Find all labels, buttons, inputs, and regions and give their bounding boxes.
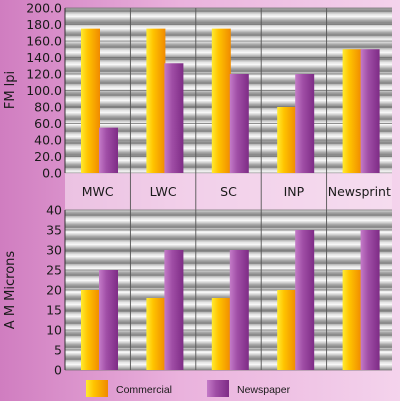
category-label: SC [220,184,237,199]
bar-newspaper-lwc [164,250,184,370]
y-axis-title: FM lpi [3,71,18,109]
bar-commercial-lwc [146,28,166,173]
bar-commercial-inp [277,290,297,370]
y-tick-label: 160.0 [26,34,62,49]
category-label: LWC [150,184,177,199]
bar-commercial-lwc [146,298,166,370]
y-tick-label: 40.0 [34,133,62,148]
y-tick-label: 15 [46,303,62,318]
bar-commercial-newsprint [342,49,362,173]
category-label: MWC [82,184,114,199]
y-tick-label: 140.0 [26,50,62,65]
category-band-bg [65,173,392,210]
category-label: INP [284,184,305,199]
am-microns-chart: 0 5 10 15 20 25 30 35 40 A M Microns [3,203,392,378]
y-tick-label: 35 [46,223,62,238]
y-tick-labels: 0 5 10 15 20 25 30 35 40 [46,203,62,378]
y-tick-label: 20 [46,283,62,298]
category-band: MWC LWC SC INP Newsprint [65,173,392,210]
y-tick-label: 120.0 [26,67,62,82]
bar-newspaper-sc [229,250,249,370]
bar-commercial-sc [211,298,231,370]
y-tick-label: 200.0 [26,1,62,16]
legend-label-commercial: Commercial [116,384,172,396]
y-tick-label: 5 [54,343,62,358]
y-gridlines [65,209,392,371]
bar-newspaper-newsprint [360,49,380,173]
legend-label-newspaper: Newspaper [237,384,291,396]
y-tick-label: 40 [46,203,62,218]
bar-commercial-inp [277,107,297,173]
bars [81,230,380,370]
y-tick-label: 60.0 [34,116,62,131]
y-tick-label: 0.0 [42,166,62,181]
y-tick-label: 0 [54,363,62,378]
bar-newspaper-inp [295,74,315,173]
bar-newspaper-mwc [99,270,118,370]
bar-commercial-newsprint [342,270,362,370]
y-axis-title: A M Microns [3,251,18,330]
bar-newspaper-newsprint [360,230,380,370]
y-tick-label: 10 [46,323,62,338]
legend-swatch-commercial [86,380,108,397]
bar-commercial-sc [211,28,231,173]
bar-newspaper-lwc [164,63,184,173]
legend-swatch-newspaper [207,380,229,397]
bar-newspaper-mwc [99,127,118,173]
bars [81,28,380,173]
y-tick-label: 20.0 [34,149,62,164]
y-tick-label: 100.0 [26,83,62,98]
y-tick-label: 30 [46,243,62,258]
bar-commercial-mwc [81,290,100,370]
bar-newspaper-inp [295,230,315,370]
legend: Commercial Newspaper [86,380,291,397]
y-tick-label: 180.0 [26,17,62,32]
category-label: Newsprint [328,184,391,199]
bar-newspaper-sc [229,74,249,173]
bar-commercial-mwc [81,28,100,173]
y-tick-label: 25 [46,263,62,278]
y-tick-label: 80.0 [34,100,62,115]
